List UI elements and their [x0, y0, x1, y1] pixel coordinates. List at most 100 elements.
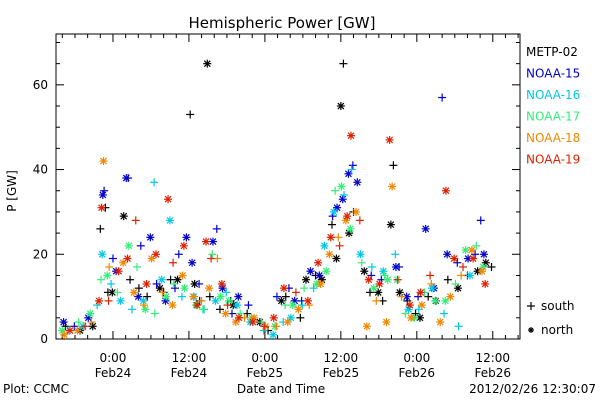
data-point-noaa-15-north	[480, 250, 488, 258]
data-point-noaa-16-south	[128, 305, 136, 313]
data-point-noaa-16-south	[107, 280, 115, 288]
hemispheric-power-chart: Hemispheric Power [GW] P [GW] Date and T…	[0, 0, 600, 400]
data-point-noaa-16-south	[440, 310, 448, 318]
data-point-noaa-15-north	[339, 195, 347, 203]
data-point-noaa-19-north	[417, 288, 425, 296]
y-tick-label: 0	[40, 332, 48, 346]
legend-marker-label-north: north	[541, 323, 573, 337]
data-point-noaa-19-north	[249, 318, 257, 326]
data-point-metp-02-north	[332, 255, 340, 263]
data-point-noaa-18-south	[272, 322, 280, 330]
x-tick-label-time: 12:00	[475, 351, 510, 365]
data-point-noaa-16-north	[466, 271, 474, 279]
data-points	[58, 60, 495, 339]
data-point-noaa-19-north	[270, 314, 278, 322]
data-point-noaa-19-north	[406, 301, 414, 309]
data-point-noaa-19-north	[235, 314, 243, 322]
data-point-metp-02-north	[120, 212, 128, 220]
data-point-metp-02-south	[126, 276, 134, 284]
data-point-noaa-18-north	[168, 301, 176, 309]
x-tick-label-time: 0:00	[251, 351, 278, 365]
data-point-noaa-18-north	[325, 250, 333, 258]
x-tick-label-time: 0:00	[403, 351, 430, 365]
data-point-noaa-17-north	[86, 310, 94, 318]
data-point-noaa-15-north	[209, 238, 217, 246]
plot-timestamp: 2012/02/26 12:30:07	[469, 382, 596, 396]
data-point-noaa-17-north	[384, 276, 392, 284]
data-point-noaa-15-north	[315, 271, 323, 279]
data-point-noaa-15-north	[353, 178, 361, 186]
data-point-metp-02-south	[186, 110, 194, 118]
data-point-noaa-17-south	[331, 187, 339, 195]
data-point-noaa-19-north	[124, 255, 132, 263]
data-point-noaa-16-south	[150, 178, 158, 186]
data-point-noaa-17-south	[199, 305, 207, 313]
data-point-noaa-18-south	[334, 233, 342, 241]
data-point-noaa-15-north	[234, 293, 242, 301]
y-axis-label: P [GW]	[5, 170, 19, 212]
data-point-noaa-19-south	[336, 242, 344, 250]
data-point-noaa-18-south	[105, 263, 113, 271]
data-point-noaa-19-south	[356, 216, 364, 224]
data-point-noaa-17-north	[225, 297, 233, 305]
y-tick-label: 60	[33, 78, 48, 92]
x-tick-label-date: Feb25	[247, 366, 284, 380]
data-point-noaa-19-north	[365, 276, 373, 284]
x-tick-label-time: 12:00	[324, 351, 359, 365]
data-point-noaa-19-north	[98, 204, 106, 212]
data-point-noaa-19-north	[386, 136, 394, 144]
data-point-noaa-19-north	[442, 187, 450, 195]
data-point-noaa-17-north	[370, 284, 378, 292]
data-point-metp-02-north	[203, 60, 211, 68]
data-point-noaa-15-north	[99, 191, 107, 199]
data-point-metp-02-south	[488, 263, 496, 271]
data-point-noaa-15-south	[438, 94, 446, 102]
data-point-noaa-16-north	[428, 284, 436, 292]
data-point-noaa-18-north	[446, 293, 454, 301]
data-point-noaa-19-south	[132, 216, 140, 224]
data-point-noaa-16-south	[455, 322, 463, 330]
data-point-noaa-18-north	[317, 280, 325, 288]
data-point-noaa-15-south	[195, 280, 203, 288]
data-point-noaa-18-north	[418, 301, 426, 309]
data-point-noaa-19-south	[207, 255, 215, 263]
data-point-noaa-16-south	[368, 263, 376, 271]
legend-marker-south	[527, 302, 535, 310]
x-tick-label-date: Feb24	[171, 366, 208, 380]
data-point-noaa-17-south	[358, 259, 366, 267]
data-point-noaa-15-north	[146, 233, 154, 241]
data-point-noaa-15-south	[213, 225, 221, 233]
legend-marker-label-south: south	[541, 299, 575, 313]
data-point-noaa-18-north	[352, 208, 360, 216]
data-point-noaa-19-north	[375, 280, 383, 288]
data-point-noaa-17-north	[103, 271, 111, 279]
x-tick-label-date: Feb26	[475, 366, 512, 380]
data-point-noaa-19-north	[95, 297, 103, 305]
data-point-noaa-19-north	[164, 195, 172, 203]
data-point-noaa-15-south	[175, 250, 183, 258]
data-point-noaa-17-north	[431, 297, 439, 305]
data-point-noaa-17-north	[346, 225, 354, 233]
data-point-noaa-19-north	[327, 233, 335, 241]
data-point-noaa-19-south	[459, 263, 467, 271]
data-point-noaa-16-north	[356, 250, 364, 258]
data-point-noaa-18-north	[130, 288, 138, 296]
legend-entry-metp-02: METP-02	[526, 45, 578, 59]
data-point-noaa-19-north	[280, 284, 288, 292]
data-point-noaa-17-north	[141, 305, 149, 313]
legend-entry-noaa-16: NOAA-16	[526, 88, 580, 102]
data-point-noaa-18-north	[468, 246, 476, 254]
data-point-noaa-18-north	[222, 310, 230, 318]
data-point-metp-02-north	[360, 267, 368, 275]
x-tick-label-time: 0:00	[99, 351, 126, 365]
legend-entry-noaa-18: NOAA-18	[526, 131, 580, 145]
data-point-noaa-19-north	[180, 242, 188, 250]
data-point-noaa-18-north	[74, 327, 82, 335]
data-point-noaa-16-north	[269, 331, 277, 339]
data-point-noaa-15-north	[182, 233, 190, 241]
x-tick-label-date: Feb24	[95, 366, 132, 380]
data-point-noaa-19-south	[292, 288, 300, 296]
data-point-noaa-18-north	[60, 331, 68, 339]
data-point-noaa-15-south	[171, 284, 179, 292]
data-point-noaa-16-north	[98, 250, 106, 258]
